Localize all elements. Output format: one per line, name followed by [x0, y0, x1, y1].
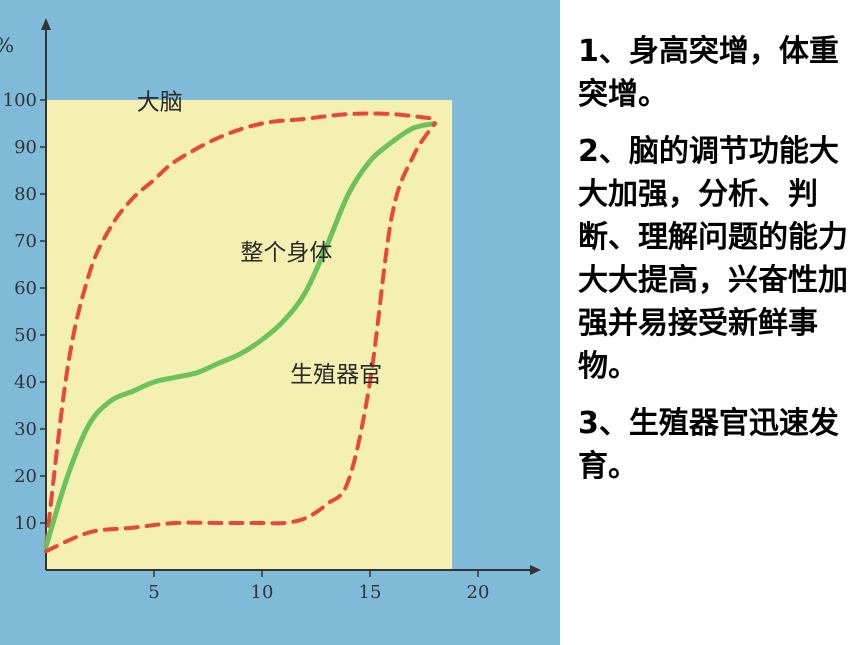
- y-tick-label: 20: [14, 466, 37, 487]
- x-tick-label: 5: [148, 582, 159, 603]
- y-tick-label: 10: [14, 513, 37, 534]
- x-tick-label: 15: [359, 582, 382, 603]
- x-tick-label: 20: [467, 582, 490, 603]
- note-height-weight: 1、身高突增，体重突增。: [578, 34, 839, 112]
- y-tick-label: 30: [14, 419, 37, 440]
- y-tick-label: 60: [14, 278, 37, 299]
- reproductive-curve-label: 生殖器官: [290, 362, 382, 388]
- y-tick-label: 40: [14, 372, 37, 393]
- plot-background: [46, 100, 453, 570]
- y-axis-label: %: [0, 33, 14, 57]
- y-tick-label: 100: [3, 90, 37, 111]
- x-tick-label: 10: [251, 582, 274, 603]
- whole-body-curve: [43, 121, 438, 549]
- notes-panel: 1、身高突增，体重突增。 2、脑的调节功能大大加强，分析、判断、理解问题的能力大…: [578, 30, 853, 502]
- x-axis-arrow: [530, 565, 541, 575]
- whole-body-curve-label: 整个身体: [240, 240, 332, 266]
- y-tick-label: 80: [14, 184, 37, 205]
- reproductive-curve: [44, 121, 437, 554]
- note-reproductive-organs: 3、生殖器官迅速发育。: [578, 406, 839, 484]
- brain-curve-label: 大脑: [137, 89, 183, 115]
- brain-curve: [44, 111, 437, 549]
- y-tick-label: 90: [14, 137, 37, 158]
- y-tick-label: 70: [14, 231, 37, 252]
- y-axis-arrow: [41, 18, 51, 30]
- note-brain-function: 2、脑的调节功能大大加强，分析、判断、理解问题的能力大大提高，兴奋性加强并易接受…: [578, 134, 848, 384]
- y-tick-label: 50: [14, 325, 37, 346]
